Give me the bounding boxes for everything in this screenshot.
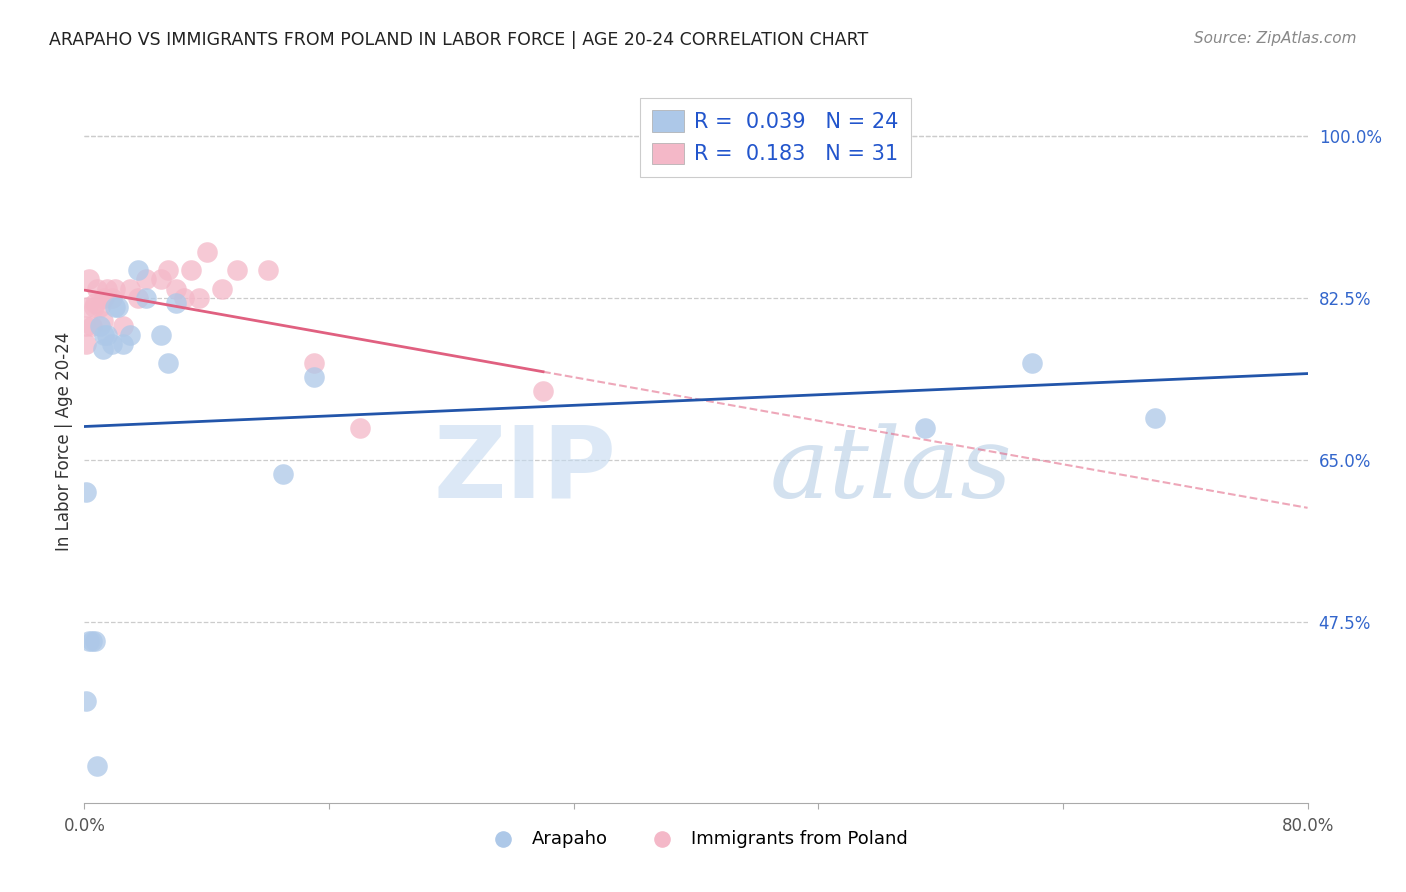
Point — [80, 633, 103, 648]
Point — [75, 337, 97, 351]
Point — [75, 318, 97, 333]
Point — [101, 337, 124, 351]
Legend: Arapaho, Immigrants from Poland: Arapaho, Immigrants from Poland — [478, 822, 914, 855]
Point — [77, 272, 100, 286]
Text: ARAPAHO VS IMMIGRANTS FROM POLAND IN LABOR FORCE | AGE 20-24 CORRELATION CHART: ARAPAHO VS IMMIGRANTS FROM POLAND IN LAB… — [49, 31, 869, 49]
Point — [75, 694, 97, 708]
Point — [80, 318, 103, 333]
Point — [1021, 356, 1043, 370]
Point — [302, 356, 325, 370]
Point — [75, 485, 97, 500]
Point — [77, 633, 100, 648]
Point — [120, 282, 142, 296]
Point — [107, 300, 129, 314]
Point — [76, 300, 98, 314]
Text: Source: ZipAtlas.com: Source: ZipAtlas.com — [1194, 31, 1357, 46]
Point — [173, 291, 195, 305]
Point — [195, 244, 218, 259]
Point — [157, 263, 180, 277]
Point — [127, 263, 149, 277]
Point — [226, 263, 249, 277]
Point — [271, 467, 294, 481]
Point — [349, 420, 371, 434]
Point — [127, 291, 149, 305]
Point — [101, 291, 124, 305]
Point — [165, 295, 187, 310]
Point — [188, 291, 211, 305]
Point — [149, 272, 172, 286]
Point — [135, 272, 157, 286]
Point — [120, 328, 142, 343]
Point — [104, 282, 127, 296]
Text: atlas: atlas — [769, 423, 1012, 518]
Point — [93, 328, 115, 343]
Point — [135, 291, 157, 305]
Text: ZIP: ZIP — [433, 422, 616, 519]
Point — [91, 342, 114, 356]
Point — [96, 328, 118, 343]
Point — [257, 263, 280, 277]
Point — [531, 384, 554, 398]
Y-axis label: In Labor Force | Age 20-24: In Labor Force | Age 20-24 — [55, 332, 73, 551]
Point — [96, 282, 118, 296]
Point — [149, 328, 172, 343]
Point — [914, 420, 936, 434]
Point — [104, 300, 127, 314]
Point — [111, 318, 134, 333]
Point — [211, 282, 233, 296]
Point — [93, 291, 115, 305]
Point — [91, 314, 114, 328]
Point — [84, 633, 107, 648]
Point — [157, 356, 180, 370]
Point — [89, 300, 111, 314]
Point — [180, 263, 202, 277]
Point — [86, 758, 108, 772]
Point — [86, 282, 108, 296]
Point — [89, 318, 111, 333]
Point — [111, 337, 134, 351]
Point — [1143, 411, 1166, 425]
Point — [302, 369, 325, 384]
Point — [165, 282, 187, 296]
Point — [84, 295, 107, 310]
Point — [83, 300, 105, 314]
